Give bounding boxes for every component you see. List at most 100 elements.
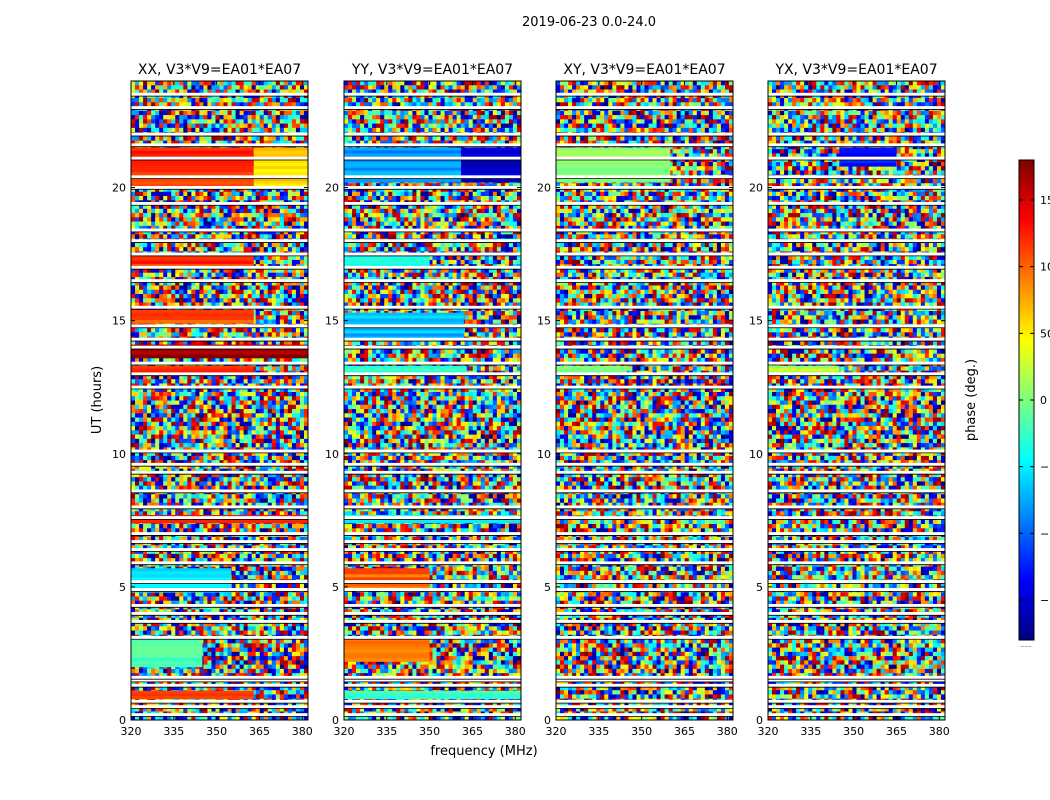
heatmap-cell: [247, 285, 253, 291]
heatmap-cell: [175, 332, 180, 337]
heatmap-cell: [219, 545, 224, 550]
heatmap-cell: [259, 272, 265, 278]
heatmap-cell: [227, 409, 232, 414]
heatmap-cell: [295, 511, 301, 516]
heatmap-cell: [243, 549, 249, 555]
heatmap-cell: [175, 242, 180, 248]
heatmap-cell: [295, 536, 301, 542]
heatmap-cell: [239, 396, 245, 401]
heatmap-cell: [299, 553, 305, 559]
heatmap-cell: [299, 272, 305, 278]
heatmap-cell: [199, 409, 204, 414]
heatmap-cell: [131, 221, 136, 227]
heatmap-cell: [227, 204, 232, 210]
heatmap-cell: [263, 259, 269, 265]
heatmap-cell: [219, 289, 224, 295]
heatmap-cell: [203, 102, 208, 107]
heatmap-cell: [199, 89, 204, 95]
heatmap-cell: [263, 281, 269, 286]
heatmap-cell: [295, 315, 301, 320]
heatmap-cell: [167, 421, 172, 427]
heatmap-cell: [159, 208, 164, 214]
heatmap-cell: [151, 102, 156, 107]
heatmap-cell: [195, 494, 200, 499]
heatmap-cell: [219, 558, 224, 563]
heatmap-cell: [143, 545, 148, 550]
heatmap-cell: [263, 387, 269, 393]
heatmap-cell: [203, 481, 208, 487]
heatmap-cell: [231, 357, 236, 363]
heatmap-cell: [219, 421, 224, 427]
heatmap-cell: [263, 285, 269, 291]
heatmap-cell: [259, 494, 265, 499]
heatmap-cell: [235, 217, 241, 222]
heatmap-cell: [299, 460, 305, 465]
heatmap-cell: [227, 115, 232, 120]
heatmap-cell: [275, 404, 281, 410]
heatmap-cell: [239, 115, 245, 120]
heatmap-cell: [239, 507, 245, 512]
heatmap-cell: [183, 298, 188, 303]
heatmap-cell: [247, 511, 253, 516]
heatmap-cell: [243, 379, 249, 384]
heatmap-cell: [167, 196, 172, 201]
heatmap-cell: [215, 81, 220, 86]
heatmap-cell: [187, 374, 192, 380]
heatmap-cells: [131, 81, 308, 720]
heatmap-cell: [219, 528, 224, 533]
heatmap-cell: [191, 332, 196, 337]
heatmap-cell: [263, 340, 269, 346]
heatmap-cell: [159, 187, 164, 193]
heatmap-cell: [303, 272, 308, 278]
heatmap-cell: [135, 289, 140, 295]
heatmap-cell: [207, 221, 212, 227]
heatmap-cell: [199, 234, 204, 240]
heatmap-cell: [299, 289, 305, 295]
heatmap-cell: [295, 268, 301, 274]
heatmap-cell: [179, 294, 184, 299]
heatmap-cell: [259, 123, 265, 129]
heatmap-cell: [215, 485, 220, 491]
heatmap-cell: [303, 357, 308, 363]
heatmap-cell: [155, 127, 160, 133]
heatmap-cell: [155, 536, 160, 542]
heatmap-cell: [207, 285, 212, 291]
heatmap-cell: [139, 498, 144, 504]
heatmap-cell: [295, 434, 301, 440]
heatmap-cell: [219, 328, 224, 333]
heatmap-cell: [291, 430, 297, 435]
heatmap-cell: [139, 451, 144, 457]
heatmap-cell: [159, 460, 164, 465]
heatmap-cell: [143, 217, 148, 222]
heatmap-cell: [271, 374, 277, 380]
heatmap-cell: [151, 404, 156, 410]
heatmap-cell: [279, 357, 285, 363]
heatmap-cell: [143, 272, 148, 278]
heatmap-cell: [227, 119, 232, 124]
heatmap-cell: [187, 549, 192, 555]
heatmap-cell: [191, 379, 196, 384]
heatmap-cell: [131, 298, 136, 303]
heatmap-cell: [183, 272, 188, 278]
heatmap-cell: [287, 511, 293, 516]
heatmap-cell: [199, 332, 204, 337]
heatmap-cell: [215, 511, 220, 516]
heatmap-cell: [267, 396, 273, 401]
heatmap-cell: [275, 234, 281, 240]
heatmap-cell: [255, 217, 261, 222]
heatmap-cell: [155, 481, 160, 487]
heatmap-cell: [267, 507, 273, 512]
heatmap-cell: [279, 524, 285, 529]
heatmap-cell: [135, 387, 140, 393]
heatmap-cell: [151, 230, 156, 235]
heatmap-cell: [263, 421, 269, 427]
heatmap-cell: [279, 379, 285, 384]
heatmap-cell: [287, 507, 293, 512]
heatmap-cell: [135, 430, 140, 435]
heatmap-cell: [207, 294, 212, 299]
heatmap-cell: [287, 110, 293, 116]
heatmap-cell: [251, 115, 257, 120]
heatmap-cell: [203, 455, 208, 461]
heatmap-cell: [183, 140, 188, 146]
heatmap-cell: [259, 340, 265, 346]
